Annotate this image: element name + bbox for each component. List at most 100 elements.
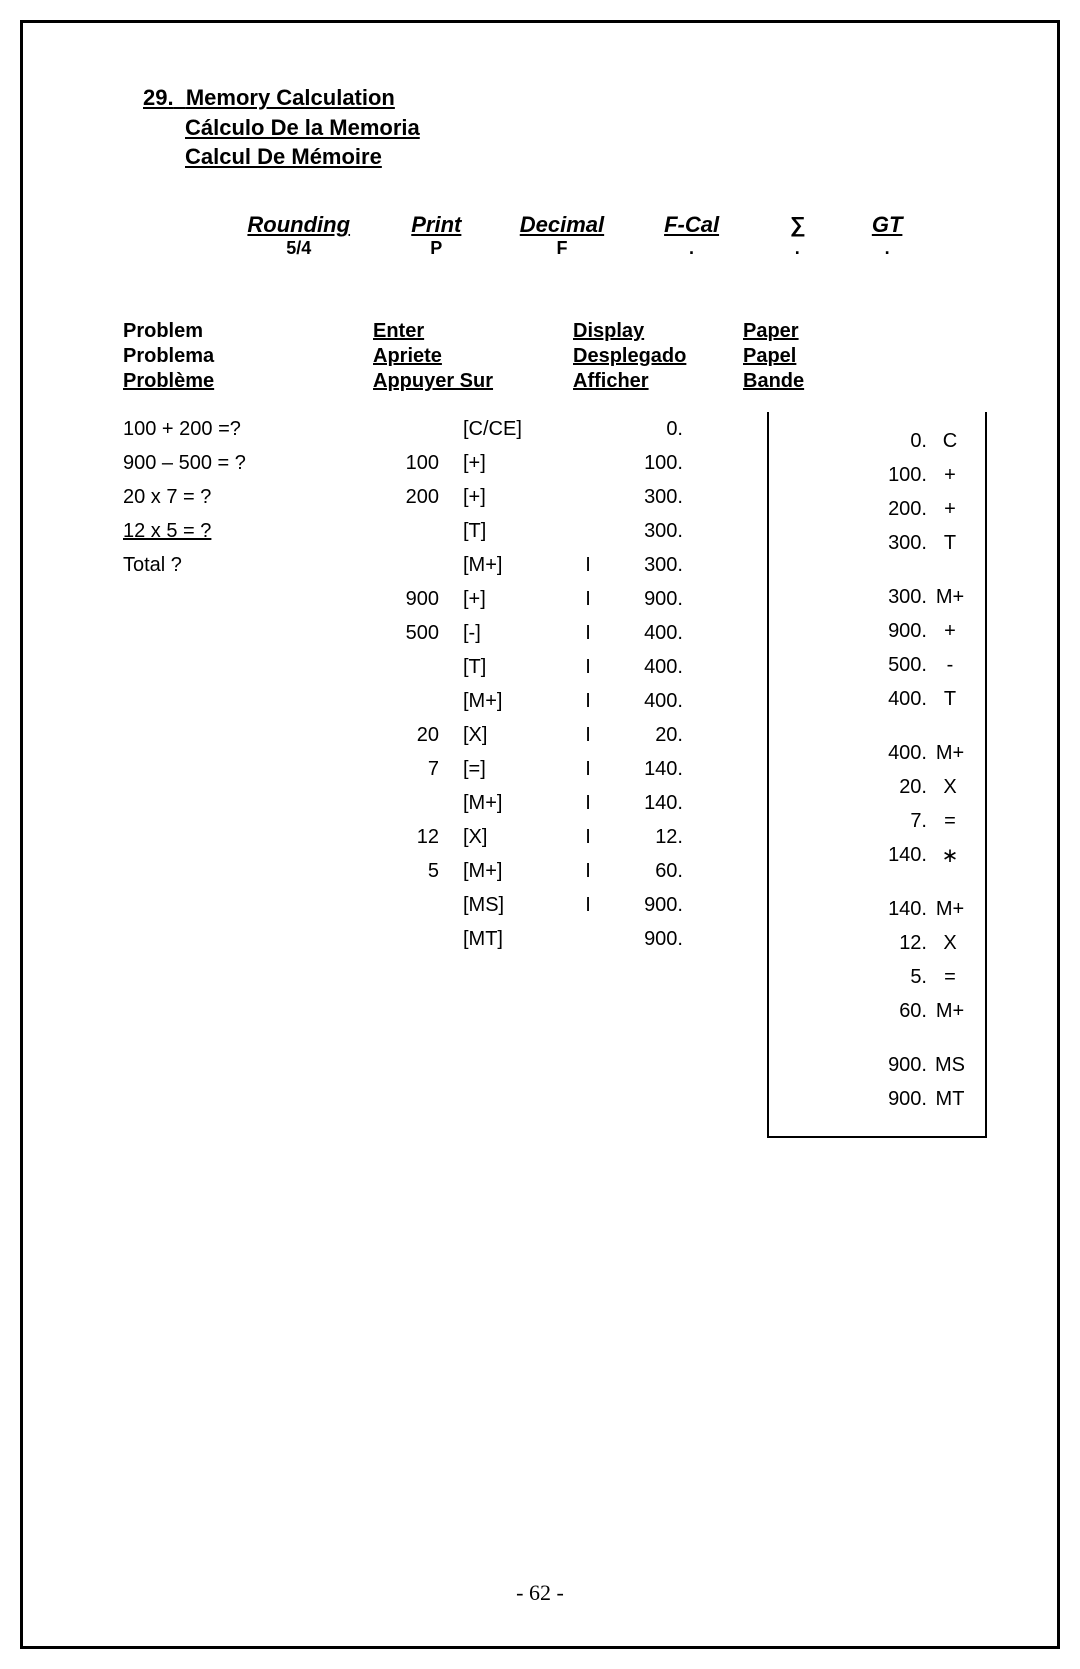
setting-gt: GT .: [867, 212, 907, 259]
display-indicator: I: [573, 894, 603, 917]
data-grid: 100 + 200 =?[C/CE]0.900 – 500 = ?100[+]1…: [123, 412, 957, 956]
paper-row: 12.X: [779, 926, 967, 960]
setting-gt-label: GT: [867, 212, 907, 238]
setting-rounding-value: 5/4: [243, 238, 354, 259]
paper-symbol: +: [927, 464, 967, 487]
display-value: 900.: [603, 928, 683, 951]
paper-symbol: +: [927, 498, 967, 521]
calculation-table: Problem Problema Problème Enter Apriete …: [123, 319, 957, 956]
paper-symbol: =: [927, 966, 967, 989]
display-value: 140.: [603, 792, 683, 815]
paper-value: 400.: [847, 742, 927, 765]
header-enter-en: Enter: [373, 320, 424, 342]
display-value: 100.: [603, 452, 683, 475]
enter-key: [T]: [463, 656, 573, 679]
setting-fcal-label: F-Cal: [656, 212, 728, 238]
setting-rounding: Rounding 5/4: [243, 212, 354, 259]
section-heading: 29. Memory Calculation Cálculo De la Mem…: [143, 83, 957, 172]
paper-symbol: -: [927, 654, 967, 677]
paper-value: 0.: [847, 430, 927, 453]
setting-fcal-value: .: [656, 238, 728, 259]
paper-symbol: M+: [927, 742, 967, 765]
display-value: 900.: [603, 588, 683, 611]
enter-key: [X]: [463, 826, 573, 849]
enter-number: 200: [373, 486, 463, 509]
page-number: - 62 -: [23, 1580, 1057, 1606]
setting-decimal-label: Decimal: [518, 212, 606, 238]
setting-gt-value: .: [867, 238, 907, 259]
paper-value: 400.: [847, 688, 927, 711]
problem-cell: 20 x 7 = ?: [123, 486, 373, 509]
setting-sigma-label: ∑: [777, 212, 817, 238]
paper-row: 900.+: [779, 614, 967, 648]
paper-value: 900.: [847, 620, 927, 643]
settings-row: Rounding 5/4 Print P Decimal F F-Cal . ∑…: [243, 212, 957, 259]
header-problem-es: Problema: [123, 345, 214, 367]
display-indicator: I: [573, 690, 603, 713]
setting-print: Print P: [404, 212, 468, 259]
header-display-fr: Afficher: [573, 370, 649, 392]
setting-sigma-value: .: [777, 238, 817, 259]
display-value: 400.: [603, 622, 683, 645]
paper-spacer: [779, 1028, 967, 1048]
display-value: 400.: [603, 656, 683, 679]
display-indicator: I: [573, 758, 603, 781]
paper-row: 900.MS: [779, 1048, 967, 1082]
enter-number: 100: [373, 452, 463, 475]
header-display: Display Desplegado Afficher: [573, 319, 743, 394]
enter-key: [+]: [463, 486, 573, 509]
enter-key: [T]: [463, 520, 573, 543]
paper-row: 300.T: [779, 526, 967, 560]
paper-symbol: M+: [927, 898, 967, 921]
enter-key: [+]: [463, 588, 573, 611]
enter-key: [X]: [463, 724, 573, 747]
enter-key: [-]: [463, 622, 573, 645]
setting-print-value: P: [404, 238, 468, 259]
paper-symbol: M+: [927, 1000, 967, 1023]
paper-row: 140.∗: [779, 838, 967, 872]
problem-text: 12 x 5 = ?: [123, 520, 211, 543]
setting-print-label: Print: [404, 212, 468, 238]
display-value: 300.: [603, 554, 683, 577]
display-value: 12.: [603, 826, 683, 849]
paper-value: 5.: [847, 966, 927, 989]
paper-spacer: [779, 560, 967, 580]
problem-cell: Total ?: [123, 554, 373, 577]
display-indicator: I: [573, 724, 603, 747]
display-indicator: I: [573, 588, 603, 611]
paper-symbol: +: [927, 620, 967, 643]
paper-row: 60.M+: [779, 994, 967, 1028]
paper-symbol: T: [927, 688, 967, 711]
header-display-en: Display: [573, 320, 644, 342]
header-problem-fr: Problème: [123, 370, 214, 392]
enter-number: 12: [373, 826, 463, 849]
paper-row: 100.+: [779, 458, 967, 492]
column-headers: Problem Problema Problème Enter Apriete …: [123, 319, 957, 394]
header-problem-en: Problem: [123, 320, 203, 342]
display-indicator: I: [573, 656, 603, 679]
display-value: 300.: [603, 520, 683, 543]
enter-number: 500: [373, 622, 463, 645]
display-indicator: I: [573, 792, 603, 815]
paper-value: 140.: [847, 844, 927, 867]
header-paper-en: Paper: [743, 320, 799, 342]
display-indicator: I: [573, 554, 603, 577]
enter-key: [M+]: [463, 792, 573, 815]
heading-line-1: 29. Memory Calculation: [143, 85, 395, 110]
display-value: 400.: [603, 690, 683, 713]
header-paper-es: Papel: [743, 345, 796, 367]
paper-value: 100.: [847, 464, 927, 487]
paper-value: 500.: [847, 654, 927, 677]
header-enter-es: Apriete: [373, 345, 442, 367]
paper-symbol: C: [927, 430, 967, 453]
enter-key: [C/CE]: [463, 418, 573, 441]
paper-value: 140.: [847, 898, 927, 921]
display-indicator: I: [573, 826, 603, 849]
setting-sigma: ∑ .: [777, 212, 817, 259]
paper-spacer: [779, 716, 967, 736]
paper-symbol: =: [927, 810, 967, 833]
display-value: 300.: [603, 486, 683, 509]
paper-value: 900.: [847, 1088, 927, 1111]
paper-row: 0.C: [779, 424, 967, 458]
paper-value: 300.: [847, 586, 927, 609]
